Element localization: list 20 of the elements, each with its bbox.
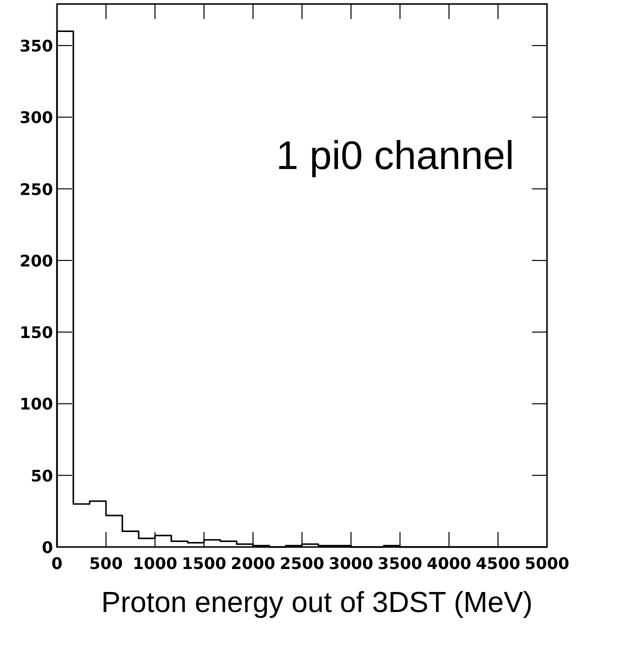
x-tick-label: 1500 bbox=[182, 554, 226, 573]
x-axis-title: Proton energy out of 3DST (MeV) bbox=[101, 587, 533, 619]
x-tick-label: 3000 bbox=[328, 554, 374, 573]
y-tick-label: 250 bbox=[20, 180, 53, 199]
x-tick-label: 5000 bbox=[524, 554, 570, 573]
x-tick-label: 2000 bbox=[230, 554, 276, 573]
y-tick-label: 300 bbox=[20, 108, 53, 128]
x-tick-label: 4500 bbox=[476, 554, 520, 573]
y-tick-label: 150 bbox=[20, 323, 53, 342]
y-tick-label: 50 bbox=[30, 466, 53, 486]
x-tick-label: 500 bbox=[89, 554, 123, 573]
y-tick-label: 200 bbox=[20, 251, 53, 270]
y-tick-label: 0 bbox=[42, 538, 53, 557]
x-tick-label: 4000 bbox=[426, 554, 472, 573]
x-tick-label: 1000 bbox=[132, 554, 178, 573]
y-tick-label: 100 bbox=[20, 394, 53, 414]
x-tick-label: 2500 bbox=[280, 554, 324, 573]
y-tick-label: 350 bbox=[20, 36, 53, 56]
annotation: 1 pi0 channel bbox=[276, 134, 514, 178]
x-tick-label: 3500 bbox=[378, 554, 422, 573]
